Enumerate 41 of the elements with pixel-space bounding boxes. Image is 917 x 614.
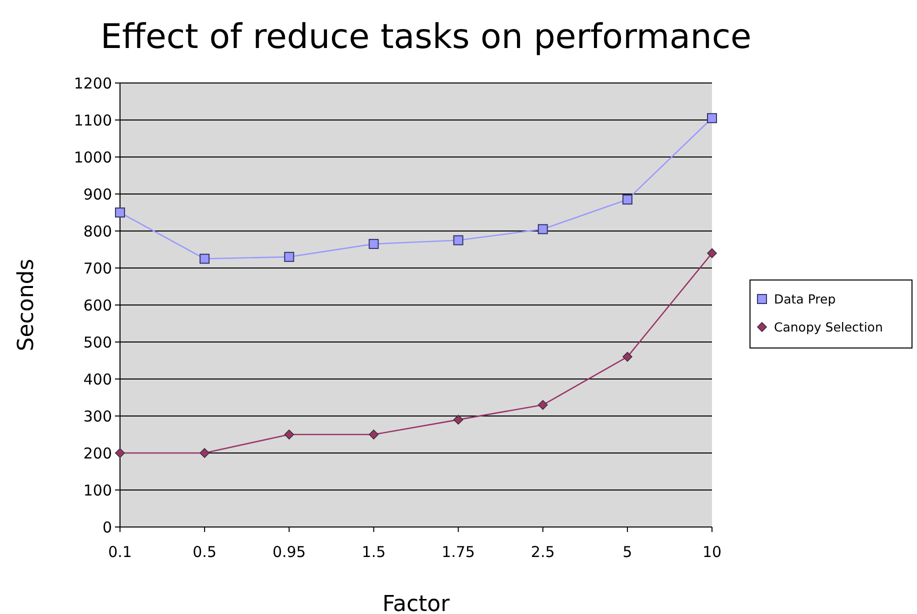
x-tick-label: 10 <box>702 543 722 561</box>
y-tick-label: 600 <box>83 296 112 314</box>
y-tick-label: 800 <box>83 222 112 240</box>
y-axis-title: Seconds <box>14 258 39 352</box>
point <box>200 254 210 264</box>
x-tick-label: 5 <box>622 543 632 561</box>
y-tick-label: 1100 <box>74 111 112 130</box>
x-tick-label: 1.5 <box>362 543 386 561</box>
y-tick-label: 500 <box>83 333 112 352</box>
chart-title: Effect of reduce tasks on performance <box>100 17 752 57</box>
point <box>284 430 294 440</box>
x-tick-label: 0.95 <box>272 543 306 561</box>
legend-label: Data Prep <box>774 291 836 306</box>
x-axis-title: Factor <box>382 592 451 614</box>
point <box>707 248 717 258</box>
legend-label: Canopy Selection <box>774 319 883 334</box>
point <box>707 113 717 124</box>
y-tick-label: 700 <box>83 259 112 278</box>
point <box>538 400 548 410</box>
y-tick-label: 900 <box>83 185 112 204</box>
point <box>284 252 294 262</box>
y-tick-label: 400 <box>83 370 112 388</box>
y-tick-label: 1200 <box>74 74 112 92</box>
point <box>538 224 548 234</box>
point <box>622 352 632 362</box>
y-tick-label: 300 <box>83 407 112 426</box>
x-tick-label: 0.5 <box>192 543 216 561</box>
y-tick-label: 200 <box>83 444 112 462</box>
y-tick-label: 100 <box>83 481 112 500</box>
point <box>453 414 464 425</box>
point <box>622 194 632 205</box>
y-tick-label: 0 <box>102 518 112 536</box>
point <box>200 448 210 458</box>
x-tick-label: 1.75 <box>442 543 475 561</box>
point <box>115 208 125 218</box>
point <box>453 235 464 246</box>
point <box>368 238 379 249</box>
x-tick-label: 0.1 <box>108 543 132 561</box>
x-tick-label: 2.5 <box>530 543 555 561</box>
point <box>368 430 379 440</box>
y-tick-label: 1000 <box>74 148 112 166</box>
